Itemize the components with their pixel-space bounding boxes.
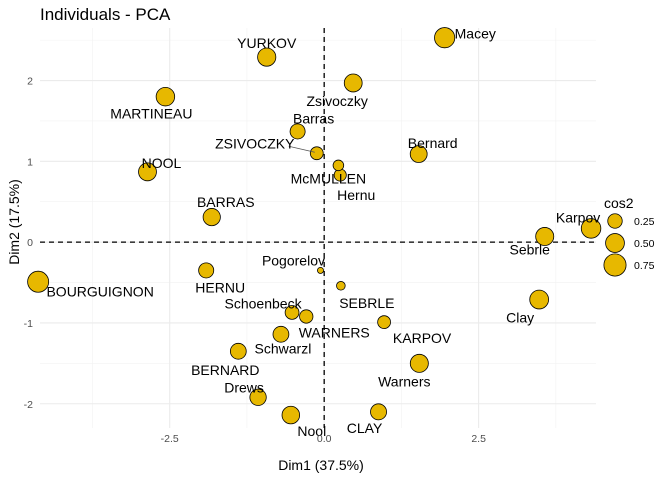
point-yurkov (257, 47, 277, 67)
point-label-hernu: Hernu (337, 187, 375, 203)
point-label-clay: CLAY (347, 420, 383, 436)
point-clay (370, 403, 387, 421)
point-label-mcmullen: McMULLEN (291, 170, 366, 186)
legend-key (603, 253, 627, 277)
point-zsivoczky (343, 73, 363, 93)
point-karpov (580, 218, 602, 239)
point-clay (529, 289, 549, 310)
y-tick-label: -1 (24, 318, 33, 330)
point-label-bourguignon: BOURGUIGNON (46, 284, 153, 300)
x-tick-label: 0.0 (317, 433, 332, 445)
point-label-pogorelov: Pogorelov (262, 252, 325, 268)
point-label-karpov: Karpov (556, 209, 600, 225)
point-karpov (377, 315, 391, 329)
x-tick-label: -2.5 (161, 433, 179, 445)
point-hernu (198, 262, 215, 279)
point-pogorelov (317, 266, 324, 274)
point-label-karpov: KARPOV (393, 330, 452, 346)
point-label-martineau: MARTINEAU (110, 106, 192, 122)
legend-key (605, 233, 625, 253)
point-zsivoczky (309, 146, 324, 161)
point-schoenbeck (284, 305, 300, 320)
point-label-clay: Clay (506, 310, 534, 326)
legend-label: 0.50 (634, 238, 655, 250)
point-macey (434, 27, 456, 49)
legend: cos2 0.25 0.50 0.75 (603, 195, 655, 277)
legend-label: 0.75 (634, 260, 655, 272)
point-nool (281, 405, 301, 425)
point-label-nool: Nool (297, 423, 326, 439)
point-labels: Macey YURKOV Zsivoczky MARTINEAU Barras ZSIVO… (46, 26, 600, 439)
point-sebrle (535, 227, 555, 246)
axis-ticks: -2.5 0.0 2.5 -2 -1 0 1 2 (24, 76, 486, 445)
point-warners (299, 309, 314, 324)
legend-label: 0.25 (634, 216, 655, 228)
point-mcmullen (332, 159, 345, 172)
point-label-barras: BARRAS (197, 194, 255, 210)
point-label-yurkov: YURKOV (237, 35, 297, 51)
point-label-warners: WARNERS (299, 324, 370, 340)
point-bernard (229, 342, 247, 360)
legend-title: cos2 (604, 195, 634, 211)
point-bernard (409, 145, 428, 163)
y-tick-label: 0 (27, 237, 33, 249)
data-points (27, 27, 602, 425)
point-label-drews: Drews (224, 379, 264, 395)
x-tick-label: 2.5 (471, 433, 486, 445)
point-schwarzl (272, 325, 290, 343)
point-warners (409, 353, 429, 373)
point-label-sebrle: Sebrle (509, 241, 550, 257)
point-martineau (155, 87, 176, 107)
point-label-sebrle: SEBRLE (339, 295, 394, 311)
y-tick-label: -2 (24, 399, 33, 411)
point-label-bernard: Bernard (408, 135, 458, 151)
point-label-zsivoczky: Zsivoczky (306, 93, 367, 109)
y-tick-label: 1 (27, 156, 33, 168)
y-tick-label: 2 (27, 76, 33, 88)
point-sebrle (336, 281, 346, 291)
point-label-schwarzl: Schwarzl (255, 340, 312, 356)
point-label-schoenbeck: Schoenbeck (225, 295, 303, 311)
point-label-macey: Macey (455, 26, 496, 42)
y-axis-title: Dim2 (17.5%) (6, 179, 22, 265)
point-barras (202, 208, 221, 227)
label-leader-line (288, 145, 315, 153)
point-bourguignon (27, 270, 50, 293)
chart-title: Individuals - PCA (40, 5, 171, 24)
point-label-warners: Warners (378, 373, 430, 389)
point-label-barras: Barras (293, 110, 334, 126)
point-label-hernu: HERNU (195, 279, 245, 295)
point-nool (138, 162, 157, 182)
legend-key (607, 213, 623, 229)
reference-lines (40, 28, 596, 428)
x-axis-title: Dim1 (37.5%) (278, 457, 364, 473)
grid (40, 28, 596, 428)
point-drews (249, 388, 267, 406)
point-barras (289, 123, 306, 140)
point-label-zsivoczky: ZSIVOCZKY (215, 135, 295, 151)
point-label-bernard: BERNARD (191, 362, 259, 378)
point-label-nool: NOOL (142, 155, 182, 171)
